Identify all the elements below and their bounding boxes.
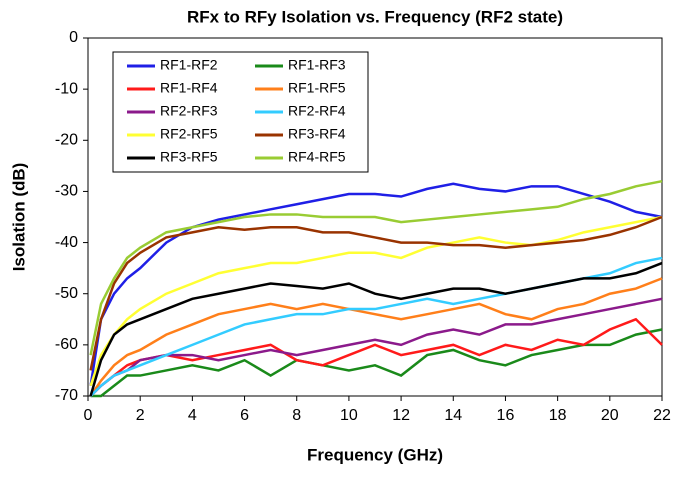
series-line bbox=[89, 215, 663, 371]
series-line bbox=[89, 277, 663, 397]
y-tick-label: -40 bbox=[55, 234, 78, 251]
series-line bbox=[89, 179, 663, 356]
legend-label: RF1-RF3 bbox=[288, 57, 346, 73]
y-tick-label: 0 bbox=[69, 29, 78, 46]
x-axis-label: Frequency (GHz) bbox=[307, 445, 443, 464]
legend-label: RF4-RF5 bbox=[288, 149, 346, 165]
legend-label: RF1-RF4 bbox=[160, 80, 218, 96]
series-line bbox=[89, 182, 663, 386]
chart-title: RFx to RFy Isolation vs. Frequency (RF2 … bbox=[187, 7, 563, 26]
series-line bbox=[89, 297, 663, 397]
x-tick-label: 22 bbox=[653, 407, 671, 424]
y-tick-label: -70 bbox=[55, 387, 78, 404]
legend-label: RF1-RF2 bbox=[160, 57, 218, 73]
legend-box bbox=[112, 51, 369, 173]
y-tick-label: -20 bbox=[55, 132, 78, 149]
x-tick-label: 18 bbox=[549, 407, 567, 424]
y-tick-label: -30 bbox=[55, 183, 78, 200]
x-tick-label: 20 bbox=[601, 407, 619, 424]
y-tick-label: -60 bbox=[55, 336, 78, 353]
legend-label: RF2-RF5 bbox=[160, 126, 218, 142]
x-tick-label: 4 bbox=[188, 407, 197, 424]
x-tick-label: 14 bbox=[444, 407, 462, 424]
x-tick-label: 8 bbox=[292, 407, 301, 424]
series-line bbox=[89, 215, 663, 387]
y-axis-label: Isolation (dB) bbox=[9, 163, 28, 272]
y-tick-label: -10 bbox=[55, 80, 78, 97]
x-tick-label: 0 bbox=[84, 407, 93, 424]
x-tick-label: 2 bbox=[136, 407, 145, 424]
legend-label: RF3-RF5 bbox=[160, 149, 218, 165]
x-tick-label: 10 bbox=[340, 407, 358, 424]
x-tick-label: 16 bbox=[497, 407, 515, 424]
legend-label: RF1-RF5 bbox=[288, 80, 346, 96]
x-tick-label: 12 bbox=[392, 407, 410, 424]
series-line bbox=[89, 261, 663, 397]
legend-label: RF2-RF4 bbox=[288, 103, 346, 119]
series-line bbox=[90, 328, 663, 398]
legend-label: RF2-RF3 bbox=[160, 103, 218, 119]
legend-label: RF3-RF4 bbox=[288, 126, 346, 142]
x-tick-label: 6 bbox=[240, 407, 249, 424]
y-tick-label: -50 bbox=[55, 285, 78, 302]
